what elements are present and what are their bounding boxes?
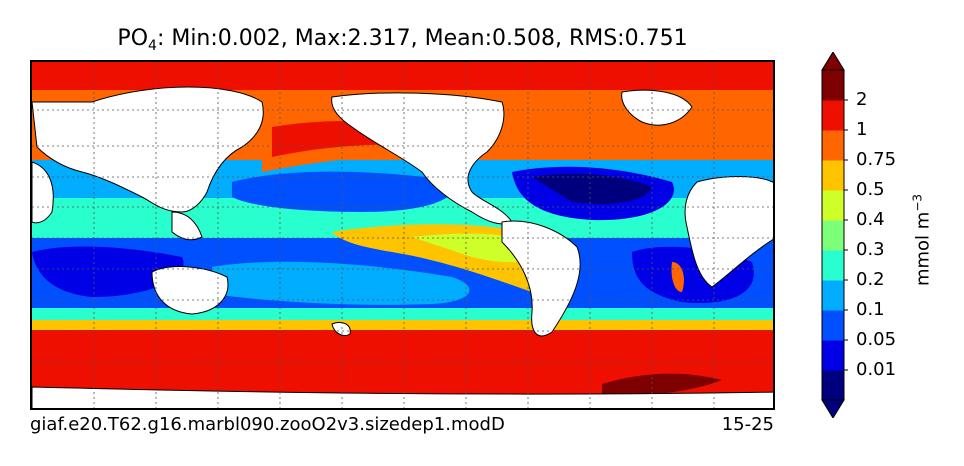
colorbar-extend-min [821, 399, 845, 418]
south-pacific-gyre [212, 261, 470, 305]
colorbar-segment [822, 70, 844, 101]
south-transition-band-2 [32, 320, 773, 330]
colorbar-segment [822, 370, 844, 401]
colorbar-tick-label: 0.3 [856, 239, 885, 260]
greenland-land [621, 89, 693, 126]
antarctica-land [32, 386, 773, 408]
map-title: PO4: Min:0.002, Max:2.317, Mean:0.508, R… [30, 26, 775, 59]
case-name-label: giaf.e20.T62.g16.marbl090.zooO2v3.sizede… [30, 414, 505, 435]
colorbar-tick-label: 0.1 [856, 299, 885, 320]
south-america-land [501, 220, 581, 337]
title-subscript: 4 [148, 38, 157, 54]
weddell-max [602, 373, 722, 396]
title-variable: PO [117, 26, 149, 51]
units-exponent: −3 [910, 193, 925, 212]
new-zealand-land [331, 321, 351, 337]
colorbar-frame [821, 69, 845, 401]
colorbar-tick-label: 0.75 [856, 149, 897, 170]
colorbar-tick-label: 0.2 [856, 269, 885, 290]
southeast-asia-land [171, 211, 203, 241]
eurasia-land [32, 86, 264, 213]
phosphate-field-map [32, 62, 773, 408]
colorbar-tick-label: 0.5 [856, 179, 885, 200]
title-stats: : Min:0.002, Max:2.317, Mean:0.508, RMS:… [156, 26, 688, 51]
colorbar-segment [822, 340, 844, 371]
graticule [32, 62, 773, 408]
colorbar-tick-label: 0.05 [856, 329, 897, 350]
africa-land [684, 176, 773, 288]
arctic-band [32, 62, 773, 90]
colorbar-segment [822, 190, 844, 221]
benguela-upwelling [671, 262, 684, 292]
colorbar-segment [822, 130, 844, 161]
units-base: mmol m [912, 211, 934, 287]
north-america-land [331, 92, 513, 225]
ocean-map [30, 60, 775, 410]
year-range-label: 15-25 [721, 414, 774, 435]
north-atlantic-core [532, 173, 652, 204]
colorbar-segment [822, 160, 844, 191]
colorbar-tick-label: 2 [856, 89, 868, 110]
colorbar-segment [822, 100, 844, 131]
indian-ocean-gyre [32, 246, 184, 297]
colorbar-tick-label: 0.4 [856, 209, 885, 230]
colorbar-segment [822, 250, 844, 281]
south-transition-band-1 [32, 308, 773, 320]
colorbar-tick-label: 1 [856, 119, 868, 140]
colorbar-extend-max [821, 52, 845, 71]
colorbar-segment [822, 220, 844, 251]
colorbar [821, 52, 848, 418]
colorbar-segment [822, 310, 844, 341]
australia-land [151, 266, 229, 315]
colorbar-units: mmol m−3 [911, 194, 934, 286]
colorbar-tick-label: 0.01 [856, 359, 897, 380]
colorbar-segment [822, 280, 844, 311]
north-pacific-gyre [232, 171, 454, 212]
